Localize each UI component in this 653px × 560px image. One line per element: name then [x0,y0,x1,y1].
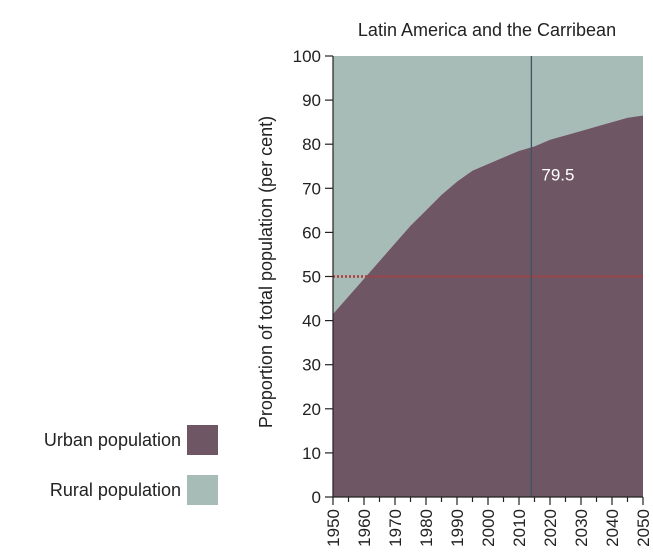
y-tick-label: 0 [312,488,321,507]
y-tick-label: 100 [293,47,321,66]
urban-area [333,115,643,497]
x-tick-label: 1980 [417,509,436,547]
x-tick-label: 2050 [634,509,653,547]
rural-area [333,56,643,314]
legend-item-urban: Urban population [10,425,218,455]
y-tick-label: 80 [302,135,321,154]
x-tick-label: 1970 [386,509,405,547]
y-tick-label: 50 [302,268,321,287]
x-tick-label: 1990 [448,509,467,547]
x-tick-label: 2030 [572,509,591,547]
y-tick-label: 90 [302,91,321,110]
y-tick-label: 30 [302,356,321,375]
legend-swatch-rural [187,475,218,505]
plot-area: 79.5 [333,56,643,497]
marker-label: 79.5 [541,165,574,184]
y-axis-label: Proportion of total population (per cent… [256,116,276,428]
y-tick-label: 10 [302,444,321,463]
y-tick-label: 70 [302,179,321,198]
y-tick-label: 60 [302,223,321,242]
legend-label-urban: Urban population [43,429,181,450]
legend-label-rural: Rural population [49,479,181,500]
legend-swatch-urban [187,425,218,455]
x-tick-label: 2010 [510,509,529,547]
x-tick-label: 1960 [355,509,374,547]
x-tick-label: 2040 [603,509,622,547]
chart-title: Latin America and the Carribean [358,20,616,40]
y-tick-label: 40 [302,312,321,331]
x-tick-label: 2020 [541,509,560,547]
x-tick-label: 2000 [479,509,498,547]
legend-item-rural: Rural population [10,475,218,505]
y-tick-label: 20 [302,400,321,419]
x-tick-label: 1950 [324,509,343,547]
